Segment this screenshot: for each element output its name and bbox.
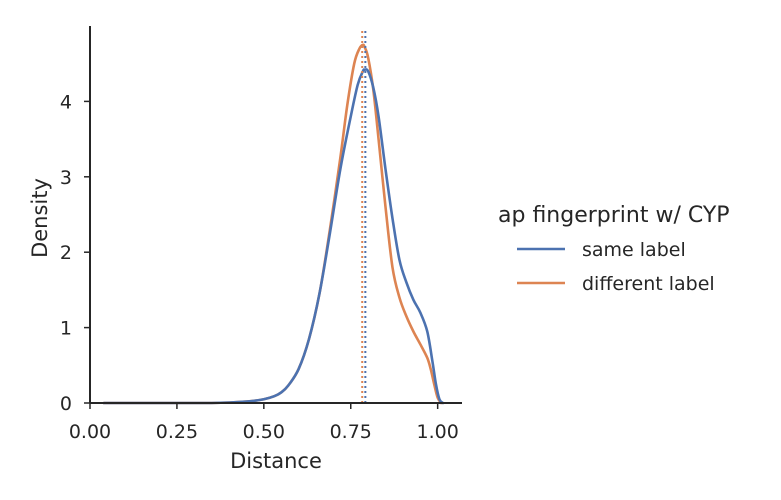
- y-tick-label: 0: [60, 393, 72, 415]
- x-tick-label: 0.00: [69, 421, 111, 443]
- x-tick-label: 0.75: [330, 421, 372, 443]
- x-ticks: 0.00 0.25 0.50 0.75 1.00: [69, 403, 459, 443]
- y-ticks: 0 1 2 3 4: [60, 91, 90, 415]
- x-tick-label: 1.00: [417, 421, 459, 443]
- mean-lines: [361, 31, 367, 403]
- legend-label: different label: [582, 273, 715, 295]
- legend-title: ap fingerprint w/ CYP: [498, 203, 730, 228]
- y-tick-label: 2: [60, 242, 72, 264]
- x-axis-label: Distance: [230, 449, 322, 473]
- y-tick-label: 1: [60, 318, 72, 340]
- x-tick-label: 0.25: [156, 421, 198, 443]
- series-line-same-label: [102, 68, 445, 405]
- legend: ap fingerprint w/ CYP same label differen…: [498, 203, 730, 295]
- legend-label: same label: [582, 239, 686, 261]
- legend-entries: same label different label: [517, 239, 715, 295]
- y-axis-label: Density: [28, 178, 52, 258]
- y-tick-label: 3: [60, 167, 72, 189]
- plot-area: 0.00 0.25 0.50 0.75 1.00 0 1 2 3 4: [60, 26, 462, 443]
- series-line-different-label: [102, 43, 443, 405]
- series-layer: [102, 43, 445, 405]
- y-tick-label: 4: [60, 91, 72, 113]
- x-tick-label: 0.50: [243, 421, 285, 443]
